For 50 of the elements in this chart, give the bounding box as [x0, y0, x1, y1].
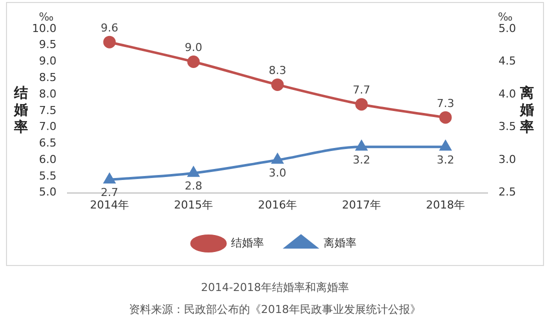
y-tick-label: 5.0: [38, 186, 56, 199]
legend-label: 离婚率: [324, 236, 356, 250]
y2-tick-label: 4.0: [498, 87, 516, 100]
point: [440, 140, 452, 151]
y-tick-label: 7.5: [38, 104, 56, 117]
data-label: 9.0: [184, 41, 202, 54]
y2-axis-title: 离婚率: [519, 84, 534, 136]
y-tick-label: 9.0: [38, 54, 56, 68]
data-label: 8.3: [268, 64, 286, 78]
y-tick-label: 8.5: [38, 71, 56, 84]
point: [104, 173, 116, 184]
text: 2014-2018年结婚率和离婚率: [200, 280, 350, 295]
data-label: 7.7: [352, 84, 370, 97]
y2-tick-label: 3.0: [498, 152, 516, 166]
text: ‰: [498, 10, 513, 24]
data-label: 2.7: [100, 186, 118, 200]
text: 资料来源：民政部公布的《2018年民政事业发展统计公报》: [128, 302, 422, 317]
data-label: 3.2: [436, 153, 454, 166]
y2-tick-label: 3.5: [498, 120, 516, 134]
x-tick-label: 2018年: [426, 198, 466, 212]
point: [356, 140, 368, 151]
point: [188, 166, 200, 177]
x-tick-label: 2014年: [90, 198, 129, 212]
y-tick-label: 10.0: [32, 22, 56, 35]
point: [439, 111, 452, 124]
point: [272, 154, 284, 164]
y-axis-title: 结婚率: [13, 86, 28, 136]
x-tick-label: 2015年: [174, 198, 213, 212]
y2-tick-label: 4.5: [498, 54, 516, 68]
data-label: 3.0: [268, 166, 286, 180]
data-label: 7.3: [436, 96, 454, 110]
x-tick-label: 2017年: [342, 198, 381, 212]
y-tick-label: 7.0: [38, 120, 56, 134]
legend-label: 结婚率: [231, 236, 264, 250]
text: ‰: [38, 10, 54, 24]
y-tick-label: 9.5: [38, 38, 56, 52]
y-tick-label: 6.5: [38, 136, 56, 150]
data-label: 9.6: [100, 21, 118, 34]
y2-tick-label: 5.0: [498, 22, 516, 35]
y-tick-label: 5.5: [38, 169, 56, 182]
point: [103, 36, 116, 48]
y-tick-label: 6.0: [38, 152, 56, 166]
data-label: 3.2: [352, 153, 370, 166]
y-tick-label: 8.0: [38, 87, 56, 100]
point: [355, 98, 368, 111]
point: [271, 78, 284, 91]
y2-tick-label: 2.5: [498, 186, 516, 199]
x-tick-label: 2016年: [258, 198, 297, 212]
point: [187, 56, 200, 68]
data-label: 2.8: [184, 180, 202, 193]
